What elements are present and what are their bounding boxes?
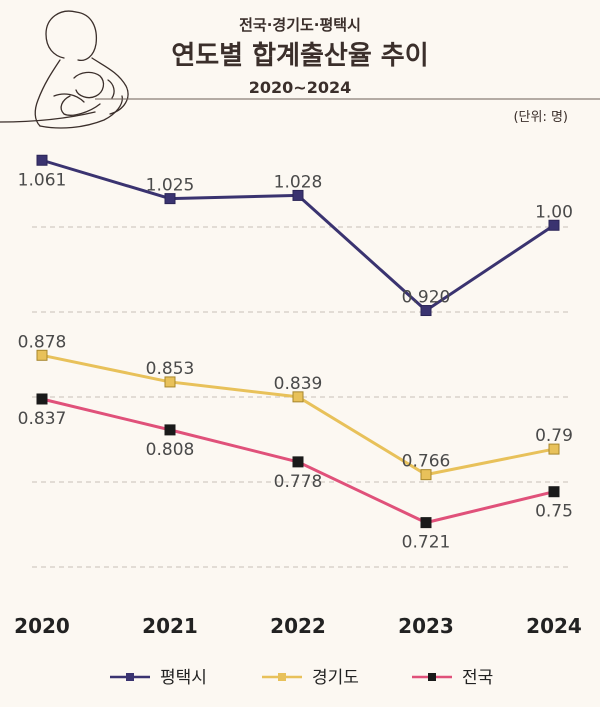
data-point-pyeongtaek <box>420 305 432 317</box>
x-tick-label: 2022 <box>270 614 326 638</box>
data-point-national <box>36 393 48 405</box>
legend-item-pyeongtaek: 평택시 <box>110 668 207 688</box>
data-label-national: 0.721 <box>402 533 451 553</box>
x-tick-label: 2023 <box>398 614 454 638</box>
data-label-national: 0.75 <box>535 502 573 522</box>
data-label-pyeongtaek: 1.028 <box>274 172 323 192</box>
period-label: 2020~2024 <box>249 78 351 97</box>
data-point-pyeongtaek <box>164 193 176 205</box>
data-point-national <box>292 456 304 468</box>
subtitle: 전국·경기도·평택시 <box>239 16 361 34</box>
data-point-gyeonggi <box>292 391 304 403</box>
data-label-national: 0.778 <box>274 472 323 492</box>
data-point-gyeonggi <box>36 349 48 361</box>
data-point-gyeonggi <box>164 376 176 388</box>
data-point-gyeonggi <box>420 469 432 481</box>
data-label-gyeonggi: 0.853 <box>146 359 195 379</box>
data-point-pyeongtaek <box>548 219 560 231</box>
data-point-national <box>548 486 560 498</box>
x-axis: 2020 2021 2022 2023 2024 <box>14 614 582 638</box>
legend-label-national: 전국 <box>462 668 493 688</box>
data-label-gyeonggi: 0.839 <box>274 374 323 394</box>
data-label-gyeonggi: 0.79 <box>535 426 573 446</box>
data-point-pyeongtaek <box>36 154 48 166</box>
data-label-gyeonggi: 0.766 <box>402 452 451 472</box>
data-label-national: 0.837 <box>18 409 67 429</box>
unit-label: (단위: 명) <box>513 110 568 125</box>
legend-marker-pyeongtaek <box>126 673 134 681</box>
data-label-pyeongtaek: 1.00 <box>535 202 573 222</box>
legend-item-national: 전국 <box>412 668 493 688</box>
data-label-national: 0.808 <box>146 440 195 460</box>
chart-title: 연도별 합계출산율 추이 <box>171 41 428 71</box>
series-layer: 1.061 1.025 1.028 0.920 1.00 0.878 0.853 0.839 0… <box>18 154 573 553</box>
data-point-pyeongtaek <box>292 189 304 201</box>
legend-marker-national <box>428 673 436 681</box>
x-tick-label: 2024 <box>526 614 582 638</box>
legend-label-gyeonggi: 경기도 <box>312 668 359 688</box>
data-label-gyeonggi: 0.878 <box>18 332 67 352</box>
data-point-national <box>420 517 432 529</box>
data-label-pyeongtaek: 0.920 <box>402 288 451 308</box>
legend-item-gyeonggi: 경기도 <box>262 668 359 688</box>
data-label-pyeongtaek: 1.025 <box>146 176 195 196</box>
data-label-pyeongtaek: 1.061 <box>18 170 67 190</box>
legend-marker-gyeonggi <box>278 673 286 681</box>
data-point-gyeonggi <box>548 443 560 455</box>
legend-label-pyeongtaek: 평택시 <box>160 668 207 688</box>
data-point-national <box>164 424 176 436</box>
x-tick-label: 2020 <box>14 614 70 638</box>
legend: 평택시 경기도 전국 <box>110 668 493 688</box>
x-tick-label: 2021 <box>142 614 198 638</box>
mother-baby-illustration-icon <box>0 10 129 129</box>
